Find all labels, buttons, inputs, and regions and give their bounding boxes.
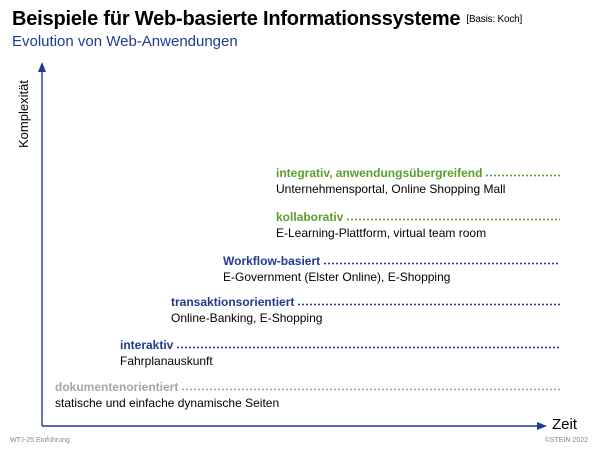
dotted-leader xyxy=(176,340,560,349)
level-heading: integrativ, anwendungsübergreifend xyxy=(276,166,560,180)
level-workflow-basiert: Workflow-basiert E-Government (Elster On… xyxy=(223,254,560,284)
level-example: Unternehmensportal, Online Shopping Mall xyxy=(276,182,506,196)
dotted-leader xyxy=(346,212,560,221)
level-name: interaktiv xyxy=(120,338,174,352)
level-example: E-Learning-Plattform, virtual team room xyxy=(276,226,487,240)
dotted-leader xyxy=(323,256,560,265)
level-kollaborativ: kollaborativ E-Learning-Plattform, virtu… xyxy=(276,210,560,240)
level-heading: Workflow-basiert xyxy=(223,254,560,268)
level-name: transaktionsorientiert xyxy=(171,295,295,309)
level-name: kollaborativ xyxy=(276,210,344,224)
level-example: E-Government (Elster Online), E-Shopping xyxy=(223,270,451,284)
dotted-leader xyxy=(181,382,560,391)
dotted-leader xyxy=(297,297,560,306)
dotted-leader xyxy=(485,168,560,177)
y-axis-arrowhead xyxy=(38,62,46,72)
x-axis-arrowhead xyxy=(537,422,547,430)
level-name: integrativ, anwendungsübergreifend xyxy=(276,166,483,180)
level-heading: transaktionsorientiert xyxy=(171,295,560,309)
level-example: statische und einfache dynamische Seiten xyxy=(55,396,280,410)
level-example: Fahrplanauskunft xyxy=(120,354,213,368)
level-transaktionsorientiert: transaktionsorientiert Online-Banking, E… xyxy=(171,295,560,325)
x-axis-label: Zeit xyxy=(552,416,578,433)
level-heading: kollaborativ xyxy=(276,210,560,224)
level-name: Workflow-basiert xyxy=(223,254,321,268)
level-heading: interaktiv xyxy=(120,338,560,352)
footer-right: ©STEIN 2022 xyxy=(544,437,588,444)
page-subtitle: Evolution von Web-Anwendungen xyxy=(12,33,238,50)
level-heading: dokumentenorientiert xyxy=(55,380,560,394)
level-example: Online-Banking, E-Shopping xyxy=(171,311,323,325)
title-text: Beispiele für Web-basierte Informationss… xyxy=(12,8,461,30)
y-axis-label: Komplexität xyxy=(16,80,31,148)
title-source-note: [Basis: Koch] xyxy=(466,14,523,25)
level-dokumentenorientiert: dokumentenorientiert statische und einfa… xyxy=(55,380,560,410)
level-name: dokumentenorientiert xyxy=(55,380,179,394)
level-interaktiv: interaktiv Fahrplanauskunft xyxy=(120,338,560,368)
footer-left: WT:I-25 Einführung xyxy=(10,437,70,444)
level-integrativ: integrativ, anwendungsübergreifend Unter… xyxy=(276,166,560,196)
page-title: Beispiele für Web-basierte Informationss… xyxy=(12,8,522,31)
